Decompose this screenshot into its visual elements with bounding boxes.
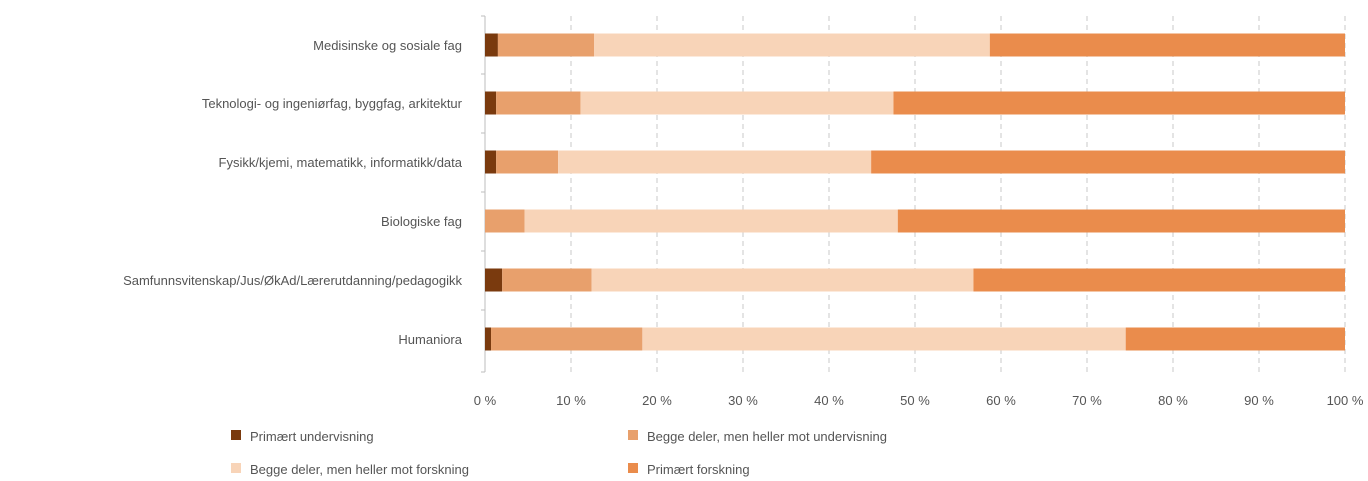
bar-segment	[893, 91, 1345, 115]
legend-swatch	[628, 463, 638, 473]
bar-segment	[497, 33, 595, 57]
legend-label: Primært undervisning	[250, 429, 374, 444]
x-tick-label: 90 %	[1244, 393, 1274, 408]
bar-segment	[642, 327, 1126, 351]
x-tick-label: 50 %	[900, 393, 930, 408]
x-tick-label: 40 %	[814, 393, 844, 408]
bar-segment	[485, 268, 503, 292]
bar-segment	[1125, 327, 1345, 351]
x-tick-label: 60 %	[986, 393, 1016, 408]
legend-swatch	[628, 430, 638, 440]
x-tick-label: 80 %	[1158, 393, 1188, 408]
bar-segment	[897, 209, 1345, 233]
bar-segment	[491, 327, 643, 351]
category-label: Humaniora	[398, 332, 462, 347]
legend-swatch	[231, 430, 241, 440]
bar-segment	[485, 33, 498, 57]
bar-segment	[973, 268, 1345, 292]
bar-segment	[871, 150, 1345, 174]
category-label: Fysikk/kjemi, matematikk, informatikk/da…	[219, 155, 463, 170]
bar-segment	[485, 209, 525, 233]
category-label: Samfunnsvitenskap/Jus/ØkAd/Lærerutdannin…	[123, 273, 462, 288]
legend-swatch	[231, 463, 241, 473]
bar-segment	[591, 268, 974, 292]
category-label: Teknologi- og ingeniørfag, byggfag, arki…	[202, 96, 463, 111]
x-tick-label: 70 %	[1072, 393, 1102, 408]
legend-label: Begge deler, men heller mot undervisning	[647, 429, 887, 444]
bar-segment	[502, 268, 592, 292]
x-tick-label: 0 %	[474, 393, 497, 408]
bar-segment	[485, 91, 497, 115]
legend-label: Primært forskning	[647, 462, 750, 477]
bar-segment	[558, 150, 872, 174]
bar-segment	[496, 150, 559, 174]
bar-segment	[989, 33, 1345, 57]
x-tick-label: 20 %	[642, 393, 672, 408]
bar-segment	[496, 91, 581, 115]
bar-segment	[485, 327, 492, 351]
x-tick-label: 30 %	[728, 393, 758, 408]
bar-segment	[594, 33, 990, 57]
x-tick-label: 10 %	[556, 393, 586, 408]
bar-segment	[524, 209, 898, 233]
x-tick-label: 100 %	[1327, 393, 1364, 408]
category-label: Biologiske fag	[381, 214, 462, 229]
bar-segment	[485, 150, 497, 174]
bar-segment	[580, 91, 894, 115]
legend-label: Begge deler, men heller mot forskning	[250, 462, 469, 477]
category-label: Medisinske og sosiale fag	[313, 38, 462, 53]
